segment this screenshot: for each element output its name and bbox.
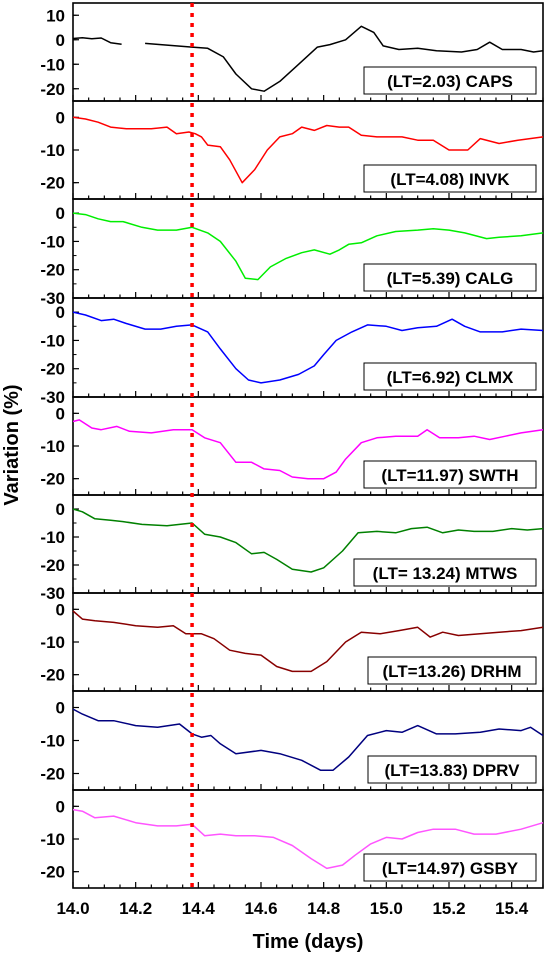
y-tick-label: 0 <box>56 303 65 322</box>
station-label-box <box>363 66 537 95</box>
y-tick-label: 0 <box>56 404 65 423</box>
y-tick-label: -20 <box>40 174 65 193</box>
station-label-box <box>363 164 537 193</box>
panel-5: 0 -10 -20 (LT=11.97) SWTH <box>40 396 544 496</box>
x-tick-label: 15.2 <box>432 899 465 918</box>
y-tick-label: 0 <box>56 600 65 619</box>
y-tick-label: -10 <box>40 732 65 751</box>
station-label-box <box>367 755 537 784</box>
station-label: (LT=2.03) CAPS <box>387 72 513 91</box>
station-label: (LT=4.08) INVK <box>390 170 510 189</box>
y-tick-label: 0 <box>56 797 65 816</box>
station-label: (LT=11.97) SWTH <box>381 466 518 485</box>
y-tick-label: -10 <box>40 528 65 547</box>
y-tick-label: -20 <box>40 863 65 882</box>
x-axis-title: Time (days) <box>253 931 364 953</box>
y-tick-label: -10 <box>40 437 65 456</box>
station-label: (LT=5.39) CALG <box>387 269 514 288</box>
station-label: (LT= 13.24) MTWS <box>373 564 518 583</box>
series-line <box>72 116 544 184</box>
x-tick-label: 15.0 <box>370 899 403 918</box>
y-tick-label: 0 <box>56 108 65 127</box>
y-tick-label: 0 <box>56 204 65 223</box>
y-tick-label: -10 <box>40 55 65 74</box>
panel-4: 0 -10 -20 -30 (LT=6.92) CLMX <box>40 297 544 407</box>
station-label: (LT=6.92) CLMX <box>387 368 514 387</box>
station-label: (LT=13.83) DPRV <box>385 761 521 780</box>
panel-7: 0 -10 -20 (LT=13.26) DRHM <box>40 592 544 692</box>
y-tick-label: -10 <box>40 331 65 350</box>
panel-9: 0 -10 -20 (LT=14.97) GSBY <box>40 789 544 889</box>
y-tick-label: -20 <box>40 556 65 575</box>
station-label-box <box>363 362 537 391</box>
panel-1: 10 0 -10 -20 (LT=2.03) CAPS <box>40 2 544 102</box>
series-line <box>72 311 544 384</box>
series-line <box>72 708 544 771</box>
y-tick-label: -20 <box>40 360 65 379</box>
x-tick-label: 15.4 <box>495 899 529 918</box>
panel-2: 0 -10 -20 (LT=4.08) INVK <box>40 100 544 200</box>
series-line <box>72 808 544 870</box>
y-tick-label: -20 <box>40 261 65 280</box>
y-tick-label: -30 <box>40 289 65 308</box>
station-label-box <box>363 853 537 882</box>
y-tick-label: -10 <box>40 633 65 652</box>
x-tick-label: 14.2 <box>119 899 152 918</box>
y-tick-label: -30 <box>40 388 65 407</box>
station-label-box <box>363 460 537 489</box>
series-line <box>72 610 544 673</box>
y-tick-label: 10 <box>46 6 65 25</box>
y-tick-label: 0 <box>56 699 65 718</box>
station-label-box <box>353 558 537 587</box>
series-line <box>145 25 544 92</box>
x-tick-label: 14.8 <box>307 899 340 918</box>
panels-group: 10 0 -10 -20 (LT=2.03) CAPS 0 -10 -20 (LT=4.08) … <box>40 2 544 889</box>
panel-6: 0 -10 -20 -30 (LT= 13.24) MTWS <box>40 494 544 603</box>
series-line <box>72 419 544 480</box>
x-tick-label: 14.0 <box>56 899 89 918</box>
y-tick-label: -30 <box>40 584 65 603</box>
x-tick-label: 14.4 <box>182 899 216 918</box>
y-tick-label: 0 <box>56 31 65 50</box>
x-tick-label: 14.6 <box>244 899 277 918</box>
series-line <box>72 212 544 281</box>
station-label: (LT=14.97) GSBY <box>382 859 519 878</box>
station-label-box <box>363 263 537 292</box>
panel-3: 0 -10 -20 -30 (LT=5.39) CALG <box>40 198 544 308</box>
panel-8: 0 -10 -20 (LT=13.83) DPRV <box>40 690 544 791</box>
station-label: (LT=13.26) DRHM <box>382 662 521 681</box>
y-tick-label: 0 <box>56 500 65 519</box>
y-tick-label: -10 <box>40 141 65 160</box>
station-label-box <box>367 656 537 685</box>
y-tick-label: -20 <box>40 765 65 784</box>
y-tick-label: -20 <box>40 470 65 489</box>
y-axis-title: Variation (%) <box>1 384 23 505</box>
x-axis-ticks: 14.0 14.2 14.4 14.6 14.8 15.0 15.2 15.4 <box>56 899 528 918</box>
y-tick-label: -20 <box>40 666 65 685</box>
y-tick-label: -10 <box>40 830 65 849</box>
series-line <box>72 508 544 573</box>
series-line <box>72 37 122 45</box>
y-tick-label: -10 <box>40 232 65 251</box>
y-tick-label: -20 <box>40 80 65 99</box>
